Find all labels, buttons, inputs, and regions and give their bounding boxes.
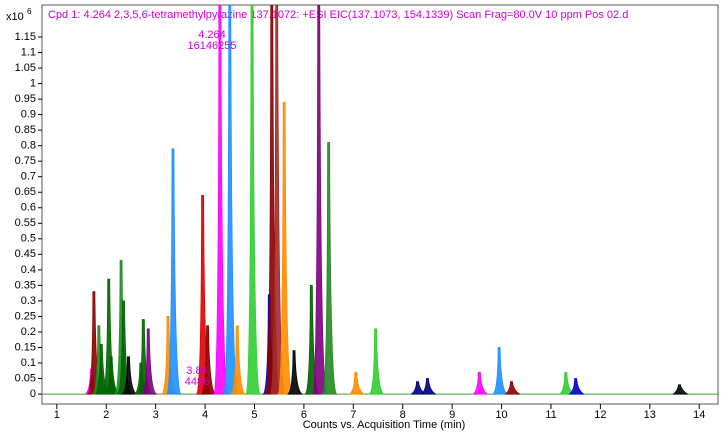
x-tick-label: 7 — [350, 409, 356, 421]
x-tick-label: 2 — [103, 409, 109, 421]
x-tick-label: 10 — [495, 409, 507, 421]
peak — [348, 371, 366, 395]
y-tick-label: 0.8 — [21, 140, 36, 152]
peak — [286, 350, 304, 395]
y-tick-label: 0.5 — [21, 233, 36, 245]
peak — [277, 101, 294, 395]
y-tick-label: 1.1 — [21, 46, 36, 58]
y-unit: x10 — [6, 11, 24, 23]
peak — [568, 378, 586, 395]
y-tick-label: 0.05 — [15, 372, 36, 384]
x-tick-label: 1 — [54, 409, 60, 421]
y-tick-label: 0.9 — [21, 109, 36, 121]
x-tick-label: 14 — [693, 409, 705, 421]
y-tick-label: 0.75 — [15, 155, 36, 167]
peaks — [42, 5, 718, 395]
peak — [472, 371, 489, 395]
y-tick-label: 0.95 — [15, 93, 36, 105]
y-tick-label: 0.55 — [15, 217, 36, 229]
peak — [200, 325, 217, 395]
y-tick-label: 0.45 — [15, 248, 36, 260]
y-tick-label: 1 — [30, 77, 36, 89]
y-tick-label: 0 — [30, 388, 36, 400]
y-tick-label: 0.4 — [21, 264, 36, 276]
peak — [121, 356, 138, 395]
peak — [212, 5, 230, 395]
x-tick-label: 11 — [545, 409, 556, 421]
y-tick-label: 1.05 — [15, 62, 36, 74]
annotation: 16146255 — [188, 40, 237, 52]
peak — [368, 328, 385, 395]
y-tick-label: 1.15 — [15, 31, 36, 43]
y-tick-label: 0.85 — [15, 124, 36, 136]
x-tick-label: 3 — [153, 409, 159, 421]
chart-title: Cpd 1: 4.264 2,3,5,6-tetramethylpyrazine… — [48, 9, 628, 21]
peak — [672, 384, 689, 395]
annotation: 4.264 — [198, 29, 226, 41]
peak — [141, 328, 158, 395]
x-tick-label: 12 — [594, 409, 606, 421]
y-tick-label: 0.25 — [15, 310, 36, 322]
y-tick-label: 0.7 — [21, 171, 36, 183]
x-tick-label: 4 — [202, 409, 208, 421]
y-tick-label: 0.3 — [21, 295, 36, 307]
y-tick-label: 0.2 — [21, 326, 36, 338]
y-tick-label: 0.35 — [15, 279, 36, 291]
annotation: 4486 — [185, 376, 209, 388]
x-axis-label: Counts vs. Acquisition Time (min) — [303, 419, 466, 431]
peak — [244, 5, 262, 395]
x-tick-label: 13 — [644, 409, 656, 421]
y-tick-label: 0.65 — [15, 186, 36, 198]
y-unit-exponent: 6 — [27, 7, 32, 16]
peak — [165, 148, 183, 395]
y-tick-label: 0.6 — [21, 202, 36, 214]
peak — [222, 5, 240, 395]
peak — [420, 378, 437, 395]
plot-frame — [41, 4, 719, 405]
annotation: 3.84 — [186, 365, 207, 377]
peak — [230, 325, 247, 395]
x-tick-label: 6 — [301, 409, 307, 421]
x-tick-label: 8 — [400, 409, 406, 421]
x-tick-label: 5 — [251, 409, 257, 421]
peak — [491, 347, 509, 395]
peak — [321, 142, 338, 395]
peak — [504, 381, 521, 395]
peak — [311, 5, 329, 395]
y-tick-label: 0.15 — [15, 341, 36, 353]
y-tick-label: 0.1 — [21, 357, 36, 369]
x-tick-label: 9 — [449, 409, 455, 421]
